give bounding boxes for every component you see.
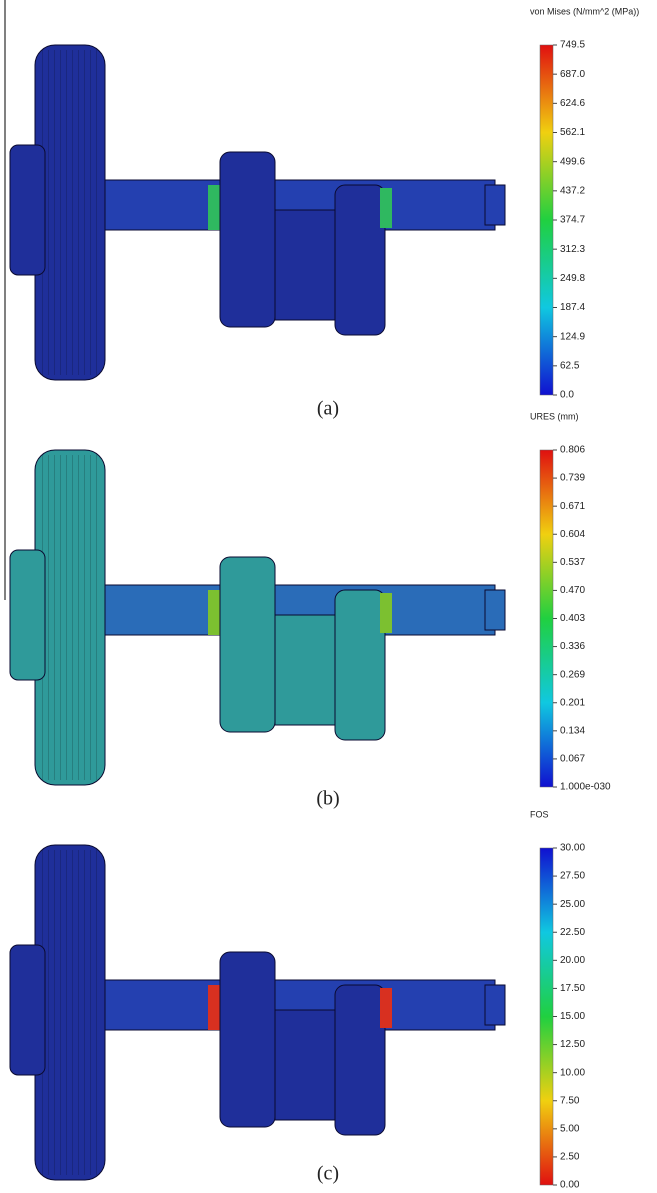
colorbar-label: 0.403	[560, 613, 585, 624]
collar	[219, 951, 276, 1128]
stress-band	[380, 988, 392, 1028]
caption: (a)	[317, 398, 339, 420]
collar	[219, 151, 276, 328]
legend-title: von Mises (N/mm^2 (MPa))	[530, 6, 639, 16]
colorbar-label: 0.470	[560, 585, 585, 596]
colorbar-label: 374.7	[560, 215, 585, 226]
colorbar-label: 124.9	[560, 331, 585, 342]
colorbar-label: 0.269	[560, 669, 585, 680]
colorbar-label: 312.3	[560, 244, 585, 255]
colorbar-label: 0.671	[560, 501, 585, 512]
hub	[9, 144, 46, 276]
legend-title: URES (mm)	[530, 411, 579, 421]
caption: (b)	[316, 788, 339, 810]
gear-teeth	[40, 50, 102, 375]
end-shaft	[484, 184, 506, 226]
colorbar-label: 0.336	[560, 641, 585, 652]
colorbar-label: 624.6	[560, 98, 585, 109]
colorbar-label: 22.50	[560, 927, 585, 938]
stress-band	[208, 985, 222, 1030]
colorbar-label: 0.739	[560, 473, 585, 484]
shoulder	[334, 589, 386, 741]
end-shaft	[484, 984, 506, 1026]
colorbar	[539, 44, 554, 396]
colorbar-label: 20.00	[560, 955, 585, 966]
colorbar-label: 0.604	[560, 529, 585, 540]
stress-band	[208, 185, 222, 230]
colorbar-label: 5.00	[560, 1123, 580, 1134]
colorbar-label: 17.50	[560, 983, 585, 994]
legend-title: FOS	[530, 809, 549, 819]
colorbar-label: 0.806	[560, 445, 585, 456]
colorbar-label: 2.50	[560, 1152, 580, 1163]
colorbar-label: 749.5	[560, 40, 585, 51]
colorbar-label: 499.6	[560, 156, 585, 167]
colorbar-label: 0.537	[560, 557, 585, 568]
hub	[9, 549, 46, 681]
colorbar-label: 0.0	[560, 390, 574, 401]
colorbar-label: 0.201	[560, 697, 585, 708]
shaft-model	[9, 844, 506, 1181]
colorbar-label: 15.00	[560, 1011, 585, 1022]
colorbar	[539, 847, 554, 1186]
colorbar-label: 30.00	[560, 843, 585, 854]
hub	[9, 944, 46, 1076]
colorbar-label: 187.4	[560, 302, 585, 313]
colorbar-label: 687.0	[560, 69, 585, 80]
colorbar-label: 27.50	[560, 871, 585, 882]
colorbar-label: 249.8	[560, 273, 585, 284]
caption: (c)	[317, 1163, 339, 1185]
shaft-model	[9, 44, 506, 381]
end-shaft	[484, 589, 506, 631]
stress-band	[380, 593, 392, 633]
gear-teeth	[40, 850, 102, 1175]
colorbar	[539, 449, 554, 788]
colorbar-label: 437.2	[560, 185, 585, 196]
colorbar-label: 10.00	[560, 1067, 585, 1078]
stress-band	[380, 188, 392, 228]
colorbar-label: 0.00	[560, 1180, 580, 1191]
colorbar-label: 62.5	[560, 360, 580, 371]
shoulder	[334, 184, 386, 336]
colorbar-label: 562.1	[560, 127, 585, 138]
colorbar-label: 1.000e-030	[560, 782, 611, 793]
colorbar-label: 0.067	[560, 754, 585, 765]
collar	[219, 556, 276, 733]
colorbar-label: 7.50	[560, 1095, 580, 1106]
colorbar-label: 12.50	[560, 1039, 585, 1050]
shaft-model	[9, 449, 506, 786]
colorbar-label: 25.00	[560, 899, 585, 910]
shoulder	[334, 984, 386, 1136]
colorbar-label: 0.134	[560, 725, 585, 736]
gear-teeth	[40, 455, 102, 780]
stress-band	[208, 590, 222, 635]
